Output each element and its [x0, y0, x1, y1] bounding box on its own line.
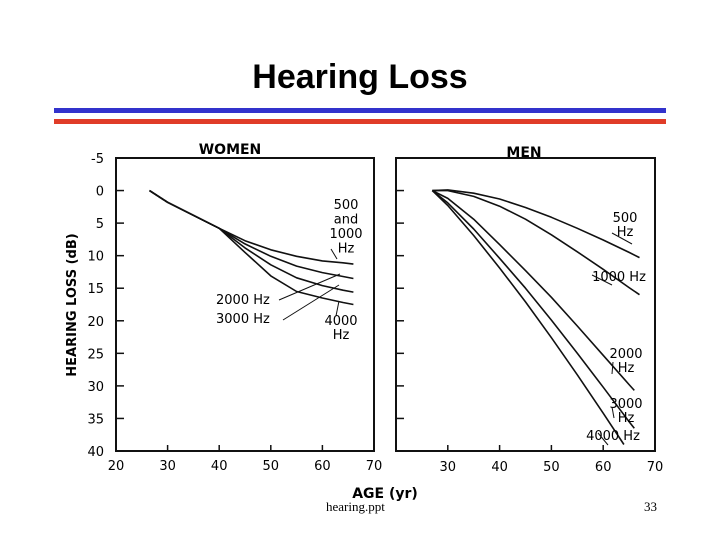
footer-page-number: 33 — [644, 499, 657, 514]
y-tick-label: 30 — [87, 380, 104, 395]
annotation-leader — [591, 274, 613, 286]
plot-frame-2 — [395, 157, 656, 452]
series-annotation-line: 4000 — [324, 314, 357, 329]
annotation-leader — [278, 273, 341, 301]
series-annotation: 500 and 1000 Hz — [329, 198, 362, 257]
y-tick-label: 0 — [96, 185, 104, 200]
series-annotation-line: 3000 Hz — [216, 312, 270, 327]
series-annotation: 3000 Hz — [609, 397, 642, 426]
annotation-leader — [330, 248, 338, 260]
series-line-2-4 — [431, 189, 635, 429]
series-line-1-2 — [149, 189, 354, 280]
series-line-2-2 — [432, 189, 640, 296]
title-rule-red — [54, 119, 666, 124]
annotation-leader — [611, 232, 633, 245]
annotation-leader — [282, 284, 340, 321]
series-annotation-line: Hz — [338, 242, 355, 257]
y-tick-label: 5 — [96, 217, 104, 232]
series-annotation-line: Hz — [617, 225, 634, 240]
series-annotation-line: 500 — [613, 211, 638, 226]
series-annotation: 3000 Hz — [216, 312, 270, 327]
x-tick-label: 50 — [263, 459, 280, 474]
annotation-leader — [611, 361, 614, 375]
x-axis-label: AGE (yr) — [352, 486, 418, 502]
series-annotation: 2000 Hz — [216, 293, 270, 308]
series-annotation: 4000 Hz — [324, 314, 357, 343]
series-line-2-5 — [431, 190, 625, 445]
series-annotation-line: 4000 Hz — [586, 429, 640, 444]
series-annotation-line: 1000 Hz — [592, 270, 646, 285]
y-tick-label: 25 — [87, 347, 104, 362]
panel-title-2: MEN — [506, 145, 541, 161]
x-tick-label: 30 — [159, 459, 176, 474]
y-tick-label: 15 — [87, 282, 104, 297]
y-axis-label: HEARING LOSS (dB) — [65, 233, 80, 376]
x-tick-label: 50 — [543, 460, 560, 475]
x-tick-label: 60 — [314, 459, 331, 474]
y-tick-label: 10 — [87, 250, 104, 265]
series-annotation: 1000 Hz — [592, 270, 646, 285]
annotation-leader — [335, 300, 340, 317]
annotation-leader — [611, 406, 615, 419]
x-tick-label: 70 — [647, 460, 664, 475]
y-tick-label: 35 — [87, 412, 104, 427]
series-annotation-line: 2000 Hz — [216, 293, 270, 308]
series-line-2-3 — [431, 189, 635, 391]
x-tick-label: 60 — [595, 460, 612, 475]
plot-frame-1 — [115, 157, 375, 452]
series-line-2-1 — [432, 189, 640, 259]
series-annotation-line: 500 — [334, 198, 359, 213]
series-annotation-line: 1000 — [329, 227, 362, 242]
y-tick-label: 20 — [87, 315, 104, 330]
series-annotation-line: 2000 — [609, 347, 642, 362]
series-annotation: 2000 Hz — [609, 347, 642, 376]
x-tick-label: 30 — [440, 460, 457, 475]
y-tick-label: -5 — [91, 152, 104, 167]
series-annotation: 4000 Hz — [586, 429, 640, 444]
series-annotation-line: Hz — [618, 411, 635, 426]
series-line-1-3 — [149, 189, 354, 293]
x-tick-label: 40 — [211, 459, 228, 474]
series-annotation-line: 3000 — [609, 397, 642, 412]
series-annotation-line: Hz — [333, 328, 350, 343]
x-tick-label: 20 — [108, 459, 125, 474]
footer-filename: hearing.ppt — [326, 499, 385, 514]
slide-title: Hearing Loss — [252, 58, 468, 96]
series-annotation: 500 Hz — [613, 211, 638, 240]
series-annotation-line: Hz — [618, 361, 635, 376]
x-tick-label: 70 — [366, 459, 383, 474]
annotation-leader — [597, 432, 609, 446]
series-annotation-line: and — [334, 213, 358, 228]
panel-title-1: WOMEN — [199, 142, 262, 158]
x-tick-label: 40 — [491, 460, 508, 475]
title-rule-blue — [54, 108, 666, 113]
y-tick-label: 40 — [87, 445, 104, 460]
series-line-1-4 — [149, 189, 354, 306]
